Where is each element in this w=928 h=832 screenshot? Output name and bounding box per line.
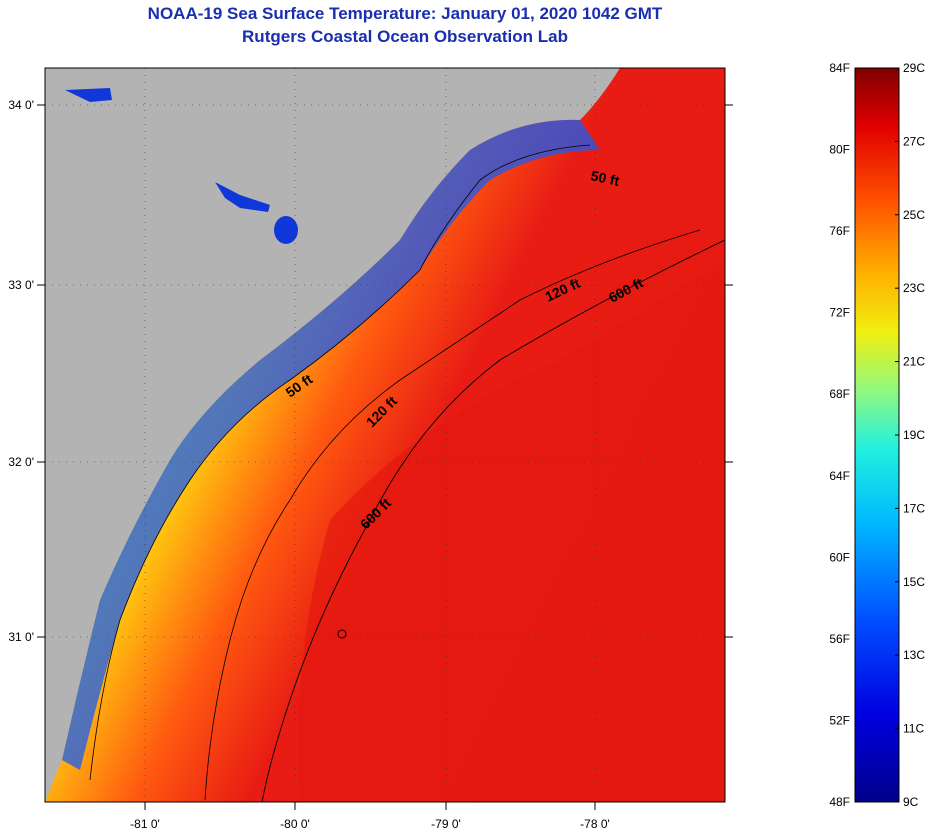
map-area (45, 68, 725, 802)
colorbar-fahrenheit-label: 64F (829, 469, 850, 483)
contour-label-50ft-north: 50 ft (589, 167, 621, 189)
colorbar-celsius-label: 13C (903, 648, 925, 662)
colorbar-celsius-label: 11C (903, 722, 924, 736)
colorbar-celsius-label: 21C (903, 355, 925, 369)
colorbar-celsius-label: 15C (903, 575, 925, 589)
latitude-label: 32 0' (8, 455, 34, 469)
latitude-label: 34 0' (8, 98, 34, 112)
colorbar-celsius-label: 19C (903, 428, 925, 442)
latitude-label: 31 0' (8, 630, 34, 644)
colorbar-fahrenheit-label: 84F (829, 61, 850, 75)
colorbar-fahrenheit-label: 80F (829, 143, 850, 157)
inland-lake (65, 88, 112, 102)
colorbar-celsius-labels: 29C 27C 25C 23C 21C 19C 17C 15C 13C 11C 9C (903, 61, 925, 809)
longitude-label: -81 0' (130, 817, 160, 831)
land-mass (45, 68, 620, 802)
colorbar-fahrenheit-label: 56F (829, 632, 850, 646)
latitude-label: 33 0' (8, 278, 34, 292)
colorbar-celsius-label: 17C (903, 501, 925, 515)
colorbar-fahrenheit-label: 68F (829, 387, 850, 401)
inland-lake (215, 182, 270, 212)
contour-600ft (261, 239, 725, 802)
longitude-label: -78 0' (580, 817, 610, 831)
colorbar-fahrenheit-label: 72F (829, 306, 850, 320)
colorbar-fahrenheit-labels: 84F 80F 76F 72F 68F 64F 60F 56F 52F 48F (829, 61, 850, 809)
colorbar-celsius-label: 25C (903, 208, 925, 222)
colorbar-fahrenheit-label: 60F (829, 550, 850, 564)
map-title: NOAA-19 Sea Surface Temperature: January… (147, 4, 663, 23)
longitude-label: -80 0' (280, 817, 310, 831)
map-frame (44, 67, 726, 803)
inland-lake (274, 216, 298, 244)
colorbar-fahrenheit-label: 52F (829, 713, 850, 727)
colorbar-celsius-label: 29C (903, 61, 925, 75)
warm-water-mass (298, 260, 725, 802)
colorbar-fahrenheit-label: 76F (829, 224, 850, 238)
colorbar-celsius-label: 9C (903, 795, 919, 809)
station-marker (337, 629, 347, 639)
temperature-colorbar (854, 67, 900, 803)
map-subtitle: Rutgers Coastal Ocean Observation Lab (242, 27, 568, 46)
colorbar-ticks (895, 67, 899, 803)
contour-120ft (204, 229, 701, 801)
longitude-label: -79 0' (431, 817, 461, 831)
colorbar-celsius-label: 23C (903, 281, 925, 295)
colorbar-celsius-label: 27C (903, 134, 925, 148)
axis-ticks (37, 104, 733, 810)
contour-50ft (89, 144, 591, 781)
colorbar-fahrenheit-label: 48F (829, 795, 850, 809)
